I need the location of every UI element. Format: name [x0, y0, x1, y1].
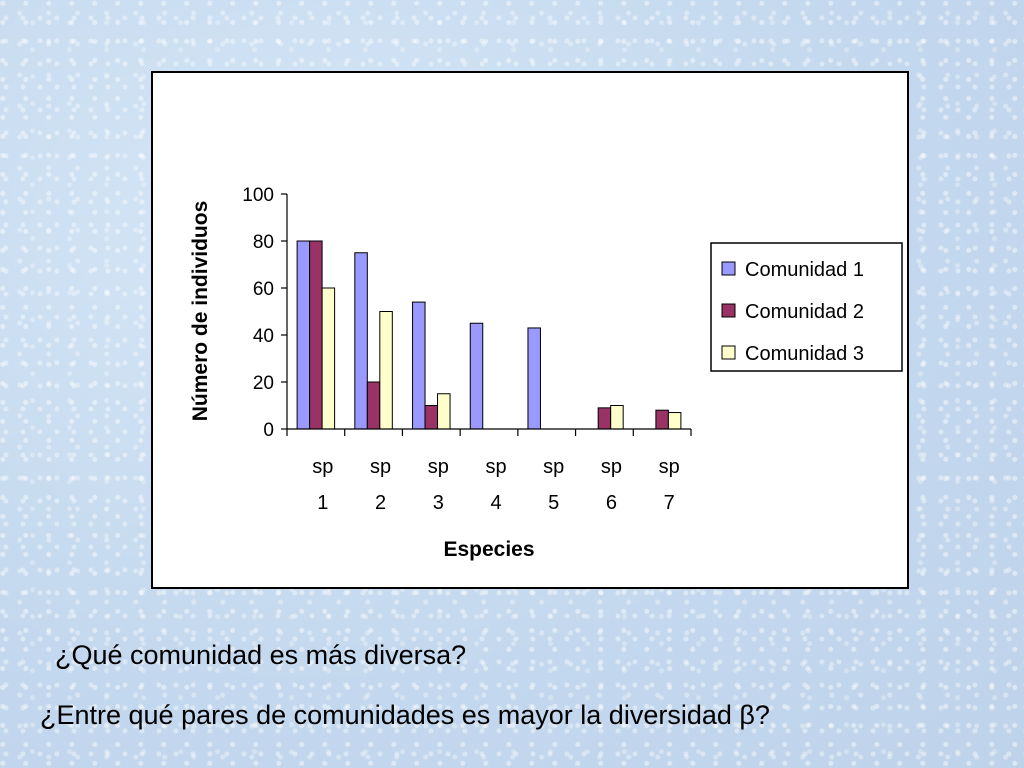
x-tick-label: 7 [664, 492, 675, 514]
x-tick-label: 3 [433, 492, 444, 514]
bar-comunidad-1-2 [354, 252, 368, 430]
x-tick-label: 6 [606, 492, 617, 514]
bar-comunidad-3-1 [321, 287, 336, 430]
bar-comunidad-1-1 [296, 240, 311, 430]
x-tick-label: 2 [375, 492, 386, 514]
x-tick-label: 4 [490, 492, 501, 514]
bar-chart: 0 20 40 60 80 100 sp 1 sp 2 sp 3 sp 4 sp 5 sp 6 sp 7 Especie… [189, 185, 903, 561]
bar-comunidad-2-6 [597, 407, 612, 430]
bar-comunidad-3-7 [667, 412, 682, 430]
legend-box [710, 242, 903, 372]
question-1: ¿Qué comunidad es más diversa? [55, 640, 467, 670]
x-tick-label: sp [659, 456, 680, 478]
legend-swatch [721, 345, 736, 360]
bar-comunidad-1-4 [469, 322, 484, 430]
x-tick-label: sp [312, 456, 333, 478]
legend-label: Comunidad 2 [745, 301, 864, 323]
legend-label: Comunidad 3 [745, 343, 864, 365]
x-axis-title: Especies [443, 538, 534, 561]
legend-swatch [721, 303, 736, 318]
bar-comunidad-2-1 [309, 240, 323, 430]
bar-comunidad-3-6 [610, 405, 624, 430]
bar-comunidad-1-5 [527, 327, 541, 430]
bar-comunidad-3-2 [379, 311, 393, 430]
bar-comunidad-2-7 [655, 409, 669, 430]
legend-label: Comunidad 1 [745, 259, 864, 281]
y-tick-label: 80 [253, 232, 274, 253]
chart-panel: 0 20 40 60 80 100 sp 1 sp 2 sp 3 sp 4 sp 5 sp 6 sp 7 Especie… [151, 71, 909, 589]
x-tick-label: 5 [548, 492, 559, 514]
x-tick-label: sp [428, 456, 449, 478]
x-tick-label: sp [370, 456, 391, 478]
bar-comunidad-1-3 [412, 301, 426, 430]
x-tick-label: sp [543, 456, 564, 478]
question-2: ¿Entre qué pares de comunidades es mayor… [40, 700, 770, 730]
bar-comunidad-2-3 [424, 405, 439, 430]
y-tick-label: 60 [253, 279, 274, 300]
bar-comunidad-3-3 [437, 393, 451, 430]
y-tick-label: 20 [253, 373, 274, 394]
y-tick-label: 40 [253, 326, 274, 347]
y-tick-label: 0 [263, 420, 274, 441]
x-tick-label: 1 [317, 492, 328, 514]
bar-comunidad-2-2 [366, 381, 381, 430]
y-axis-title: Número de individuos [189, 201, 212, 422]
legend-swatch [721, 261, 736, 276]
x-tick-label: sp [601, 456, 622, 478]
x-tick-label: sp [485, 456, 506, 478]
y-tick-label: 100 [242, 185, 274, 206]
